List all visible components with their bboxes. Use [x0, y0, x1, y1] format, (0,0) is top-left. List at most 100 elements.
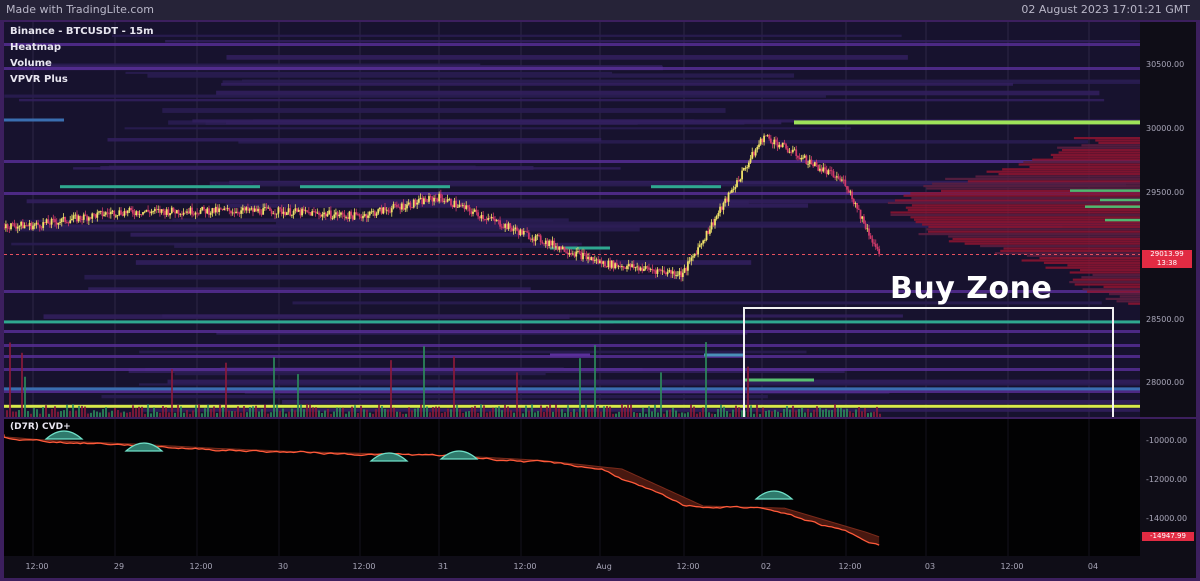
candle-body — [341, 212, 344, 215]
volume-bar — [480, 404, 482, 417]
candle-body — [746, 167, 749, 169]
volume-bar — [597, 406, 599, 417]
candle-body — [810, 159, 813, 165]
volume-bar — [861, 411, 863, 417]
candle-body — [211, 208, 214, 214]
candle-body — [629, 263, 632, 267]
volume-bar — [645, 413, 647, 417]
candle-body — [25, 225, 28, 227]
price-axis[interactable]: 30500.00 30000.00 29500.00 28500.00 2800… — [1140, 22, 1196, 417]
vpvr-bar — [1018, 163, 1140, 166]
volume-bar — [201, 413, 203, 417]
candle-body — [65, 222, 68, 223]
price-level — [300, 185, 450, 189]
volume-bar — [522, 413, 524, 417]
candle-body — [715, 215, 718, 219]
volume-bar — [789, 409, 791, 417]
cvd-axis[interactable]: -10000.00 -12000.00 -14000.00 -14947.99 — [1140, 419, 1196, 556]
volume-bar — [654, 404, 656, 417]
candle-body — [580, 252, 583, 260]
vpvr-bar — [1043, 261, 1140, 264]
candle-body — [808, 159, 811, 164]
legend-volume[interactable]: Volume — [10, 58, 52, 69]
volume-bar — [357, 412, 359, 417]
volume-bar — [12, 411, 14, 417]
candle-body — [578, 251, 581, 253]
candle-body — [49, 223, 51, 225]
candle-body — [769, 138, 772, 143]
candle-body — [592, 257, 595, 262]
volume-bar — [339, 407, 341, 417]
price-level — [794, 120, 1140, 125]
time-tick: 12:00 — [838, 562, 862, 571]
volume-bar — [60, 411, 62, 417]
candle-body — [338, 214, 341, 217]
volume-bar — [681, 412, 683, 417]
candle-body — [681, 272, 684, 278]
volume-bar — [720, 404, 722, 417]
candle-body — [582, 252, 584, 260]
candle-body — [385, 209, 388, 211]
candle-body — [431, 197, 434, 202]
heatmap-band — [253, 182, 703, 186]
candle-body — [275, 213, 278, 215]
candle-body — [137, 211, 139, 215]
legend-heatmap[interactable]: Heatmap — [10, 42, 62, 53]
candle-body — [160, 209, 163, 213]
candle-body — [47, 219, 50, 224]
candle-body — [138, 214, 141, 216]
candle-body — [241, 207, 244, 211]
cvd-bull-segment — [124, 442, 164, 452]
legend-vpvr[interactable]: VPVR Plus — [10, 74, 68, 85]
vpvr-bar — [1092, 273, 1140, 276]
candle-body — [128, 207, 131, 211]
candle-body — [813, 162, 816, 167]
candle-body — [252, 208, 254, 212]
candle-body — [86, 215, 89, 221]
volume-bar — [99, 412, 101, 417]
heatmap-band — [165, 39, 1140, 43]
cvd-line — [4, 434, 880, 546]
cvd-pane[interactable]: (D7R) CVD+ — [4, 419, 1140, 556]
volume-bar — [267, 413, 269, 417]
candle-body — [634, 267, 637, 269]
volume-bar — [501, 410, 503, 417]
candle-body — [817, 164, 820, 171]
heatmap-band — [140, 408, 1140, 412]
volume-bar — [408, 407, 410, 417]
volume-bar — [360, 405, 362, 417]
volume-bar — [51, 408, 53, 417]
volume-bar — [138, 406, 140, 417]
time-tick: 04 — [1087, 562, 1099, 571]
volume-bar — [294, 410, 296, 417]
candle-body — [384, 207, 386, 210]
candle-body — [159, 209, 161, 213]
volume-bar — [411, 410, 413, 417]
volume-bar — [690, 404, 692, 417]
price-level — [4, 320, 1140, 324]
candle-body — [605, 266, 608, 268]
volume-bar — [309, 404, 311, 417]
candle-body — [118, 210, 121, 216]
candle-body — [201, 206, 204, 210]
vpvr-bar — [1029, 165, 1140, 168]
heatmap-band — [216, 332, 748, 335]
volume-bar — [474, 405, 476, 417]
candle-body — [665, 272, 667, 275]
volume-bar — [276, 404, 278, 417]
candle-body — [736, 180, 738, 187]
candle-body — [483, 219, 486, 220]
volume-bar — [585, 404, 587, 417]
volume-bar — [459, 409, 461, 417]
vpvr-bar — [932, 182, 1140, 185]
time-axis[interactable]: 12:00 29 12:00 30 12:00 31 12:00 Aug 12:… — [4, 556, 1196, 578]
candle-body — [697, 247, 699, 255]
volume-bar — [555, 404, 557, 417]
candle-body — [311, 211, 314, 216]
volume-bar — [825, 408, 827, 417]
candle-body — [841, 179, 843, 181]
volume-bar — [798, 409, 800, 417]
candle-body — [668, 270, 671, 272]
volume-bar — [174, 412, 176, 417]
price-pane[interactable]: Binance - BTCUSDT - 15m Heatmap Volume V… — [4, 22, 1140, 417]
